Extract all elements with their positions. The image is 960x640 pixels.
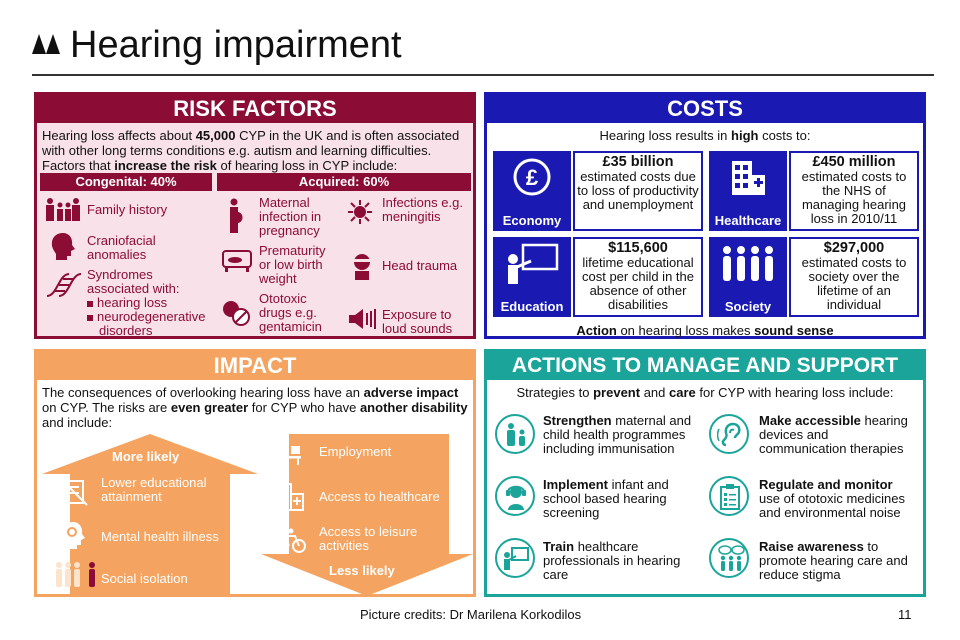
impact-panel: IMPACT The consequences of overlooking h… [34, 349, 476, 597]
picture-credits: Picture credits: Dr Marilena Korkodilos [360, 607, 582, 622]
virus-icon [348, 200, 372, 224]
more-likely-arrow [42, 434, 258, 596]
family-icon [46, 198, 80, 221]
risk-prematurity: Prematurity or low birth weight [259, 243, 326, 286]
economy-label: Economy [502, 213, 562, 228]
training-presenter-icon [495, 538, 535, 578]
awareness-speech-glyph [718, 545, 745, 571]
bullet-icon [87, 301, 93, 307]
pregnant-woman-icon [230, 198, 243, 233]
hospital-icon [732, 161, 765, 195]
no-education-icon [60, 478, 88, 506]
less-likely-arrow [261, 434, 473, 596]
education-cost-box: $115,600 lifetime educational cost per c… [573, 237, 703, 317]
teacher-board-icon [508, 243, 559, 284]
impact-healthcare-access: Access to healthcare [319, 489, 440, 504]
ear-glyph [717, 422, 741, 447]
education-label: Education [500, 299, 564, 314]
actions-title: ACTIONS TO MANAGE AND SUPPORT [487, 352, 923, 380]
healthcare-cost-box: £450 million estimated costs to the NHS … [789, 151, 919, 231]
action-implement: Implement infant and school based hearin… [543, 477, 669, 520]
loudspeaker-icon [349, 309, 376, 329]
employment-desk-icon [275, 439, 301, 465]
less-likely-label: Less likely [329, 563, 395, 578]
healthcare-label: Healthcare [714, 213, 782, 228]
impact-lower-attainment: Lower educational attainment [101, 475, 207, 504]
page-title: Hearing impairment [70, 24, 402, 66]
action-accessible: Make accessible hearing devices and comm… [759, 413, 908, 456]
risk-ototoxic: Ototoxic drugs e.g. gentamicin [259, 291, 322, 334]
mother-child-glyph [507, 423, 525, 446]
pound-coin-icon: £ [513, 158, 551, 196]
incubator-icon [222, 250, 252, 272]
costs-panel: COSTS Hearing loss results in high costs… [484, 92, 926, 339]
hospital-access-icon [274, 483, 304, 511]
economy-cost-box: £35 billion estimated costs due to loss … [573, 151, 703, 231]
society-tile: Society [709, 237, 787, 317]
title-divider [32, 74, 934, 76]
ear-icon [709, 414, 749, 454]
people-group-icon [723, 246, 773, 281]
risk-infections: Infections e.g. meningitis [382, 195, 463, 224]
mother-child-icon [495, 414, 535, 454]
acquired-header: Acquired: 60% [217, 173, 471, 191]
bullet-icon [87, 315, 93, 321]
risk-factors-panel: RISK FACTORS Hearing loss affects about … [34, 92, 476, 339]
injured-head-icon [353, 254, 371, 280]
education-amount: $115,600 [608, 240, 668, 256]
more-likely-label: More likely [112, 449, 180, 464]
phe-logo-icon [32, 34, 60, 54]
education-tile: Education [493, 237, 571, 317]
impact-mental-health: Mental health illness [101, 529, 219, 544]
child-headphones-icon [495, 476, 535, 516]
training-presenter-glyph [504, 547, 529, 570]
impact-title: IMPACT [37, 352, 473, 380]
mental-health-icon [61, 522, 85, 549]
impact-employment: Employment [319, 444, 392, 459]
impact-social-isolation: Social isolation [101, 571, 188, 586]
awareness-speech-icon [709, 538, 749, 578]
impact-leisure-access: Access to leisure activities [319, 524, 418, 553]
action-raise-awareness: Raise awareness to promote hearing care … [759, 539, 908, 582]
checklist-glyph [720, 484, 740, 510]
bicycle-icon [272, 528, 306, 553]
society-cost-box: $297,000 estimated costs to society over… [789, 237, 919, 317]
action-train: Train healthcare professionals in hearin… [543, 539, 681, 582]
society-label: Society [724, 299, 772, 314]
risk-craniofacial: Craniofacial anomalies [87, 233, 156, 262]
svg-text:£: £ [526, 165, 539, 190]
actions-intro-text: Strategies to prevent and care for CYP w… [516, 385, 894, 400]
economy-tile: £ Economy [493, 151, 571, 231]
action-strengthen: Strengthen maternal and child health pro… [543, 413, 692, 456]
risk-maternal-infection: Maternal infection in pregnancy [259, 195, 322, 238]
impact-intro-text: The consequences of overlooking hearing … [42, 385, 468, 430]
costs-footer-text: Action on hearing loss makes sound sense [576, 323, 834, 338]
page-number: 11 [898, 607, 912, 622]
society-amount: $297,000 [823, 240, 885, 256]
dna-icon [46, 273, 82, 297]
social-isolation-icon [56, 562, 95, 587]
pills-icon [223, 301, 250, 326]
actions-panel: ACTIONS TO MANAGE AND SUPPORT Strategies… [484, 349, 926, 597]
head-profile-icon [51, 233, 75, 260]
economy-amount: £35 billion [602, 154, 674, 170]
checklist-icon [709, 476, 749, 516]
risk-family-history: Family history [87, 202, 168, 217]
risk-head-trauma: Head trauma [382, 258, 458, 273]
risk-intro-text: Hearing loss affects about 45,000 CYP in… [42, 128, 460, 173]
costs-intro-text: Hearing loss results in high costs to: [599, 128, 811, 143]
child-headphones-glyph [506, 485, 526, 510]
healthcare-amount: £450 million [812, 154, 896, 170]
costs-title: COSTS [487, 95, 923, 123]
healthcare-tile: Healthcare [709, 151, 787, 231]
action-regulate: Regulate and monitor use of ototoxic med… [759, 477, 905, 520]
risk-exposure: Exposure to loud sounds [382, 307, 453, 336]
risk-factors-title: RISK FACTORS [37, 95, 473, 123]
risk-syndromes: Syndromes associated with: hearing loss … [87, 267, 206, 338]
congenital-header: Congenital: 40% [40, 173, 212, 191]
